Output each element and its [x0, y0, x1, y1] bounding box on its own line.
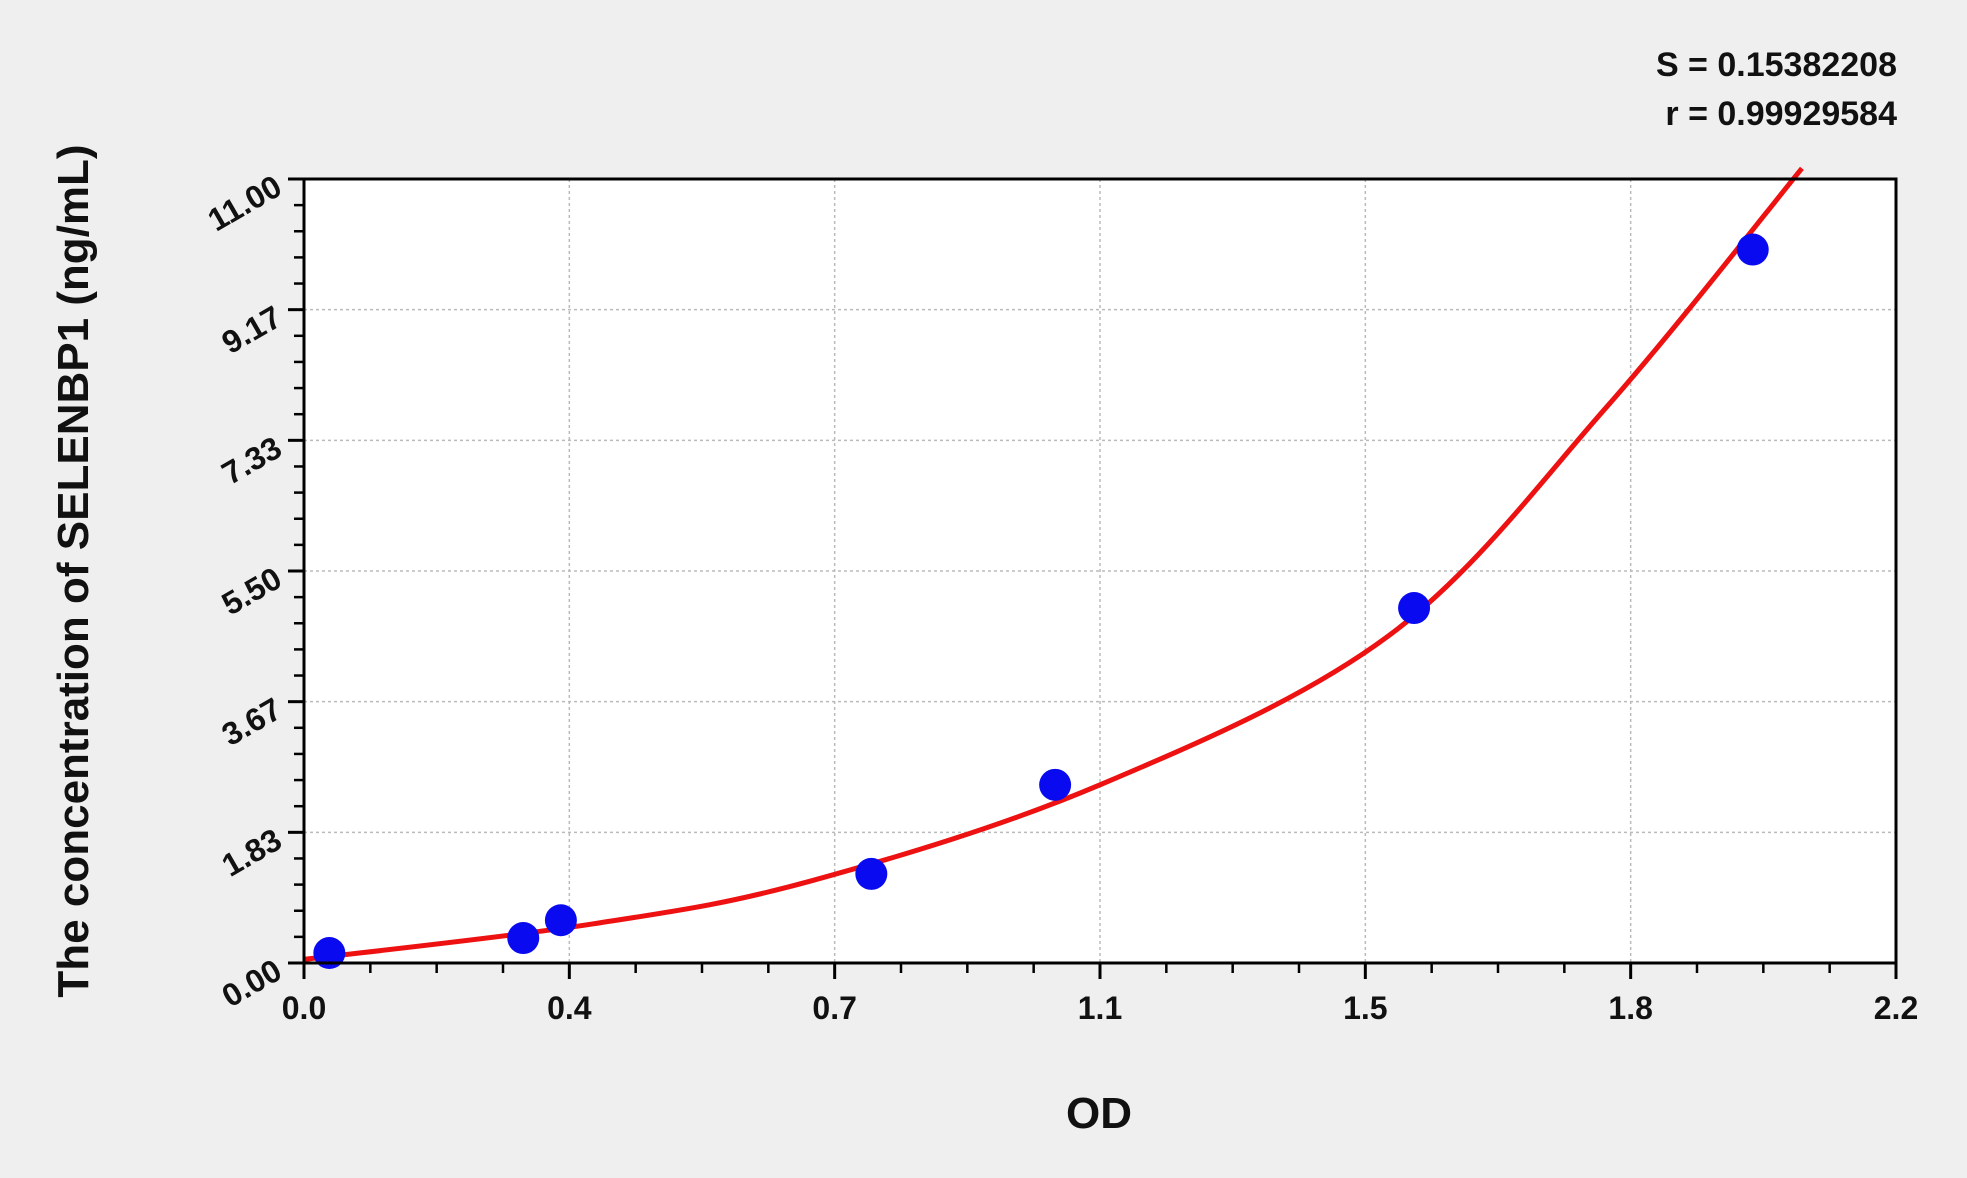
stat-s: S = 0.15382208 [1656, 46, 1897, 84]
x-tick-label: 0.7 [812, 990, 856, 1026]
data-point [313, 937, 346, 970]
y-tick-label: 7.33 [216, 429, 288, 491]
data-point [1039, 768, 1072, 801]
y-tick-label: 3.67 [216, 691, 288, 753]
data-points [313, 233, 1769, 970]
data-point [507, 922, 540, 955]
x-tick-label: 0.4 [547, 990, 592, 1026]
data-point [855, 857, 888, 890]
x-tick-label: 2.2 [1874, 990, 1918, 1026]
x-tick-label: 0.0 [282, 990, 326, 1026]
y-axis-label: The concentration of SELENBP1 (ng/mL) [49, 144, 98, 997]
y-tick-label: 5.50 [216, 560, 288, 622]
y-tick-labels: 0.00 1.83 3.67 5.50 7.33 9.17 11.00 [202, 168, 288, 1014]
y-tick-label: 0.00 [216, 952, 288, 1014]
y-tick-label: 9.17 [216, 299, 288, 361]
data-point [1398, 592, 1431, 625]
x-tick-label: 1.1 [1078, 990, 1122, 1026]
stat-r: r = 0.99929584 [1665, 95, 1897, 133]
grid-lines [304, 179, 1896, 963]
data-point [544, 904, 577, 937]
x-tick-label: 1.8 [1608, 990, 1652, 1026]
x-tick-labels: 0.0 0.4 0.7 1.1 1.5 1.8 2.2 [282, 990, 1918, 1026]
y-tick-label: 1.83 [216, 821, 288, 883]
x-tick-label: 1.5 [1343, 990, 1387, 1026]
fit-curve [304, 166, 1804, 962]
axis-ticks [288, 177, 1898, 979]
plot-frame [302, 177, 1898, 965]
x-axis-label: OD [1066, 1089, 1132, 1138]
data-point [1736, 233, 1769, 266]
fit-curve-group [304, 166, 1804, 962]
y-tick-label: 11.00 [202, 168, 288, 238]
